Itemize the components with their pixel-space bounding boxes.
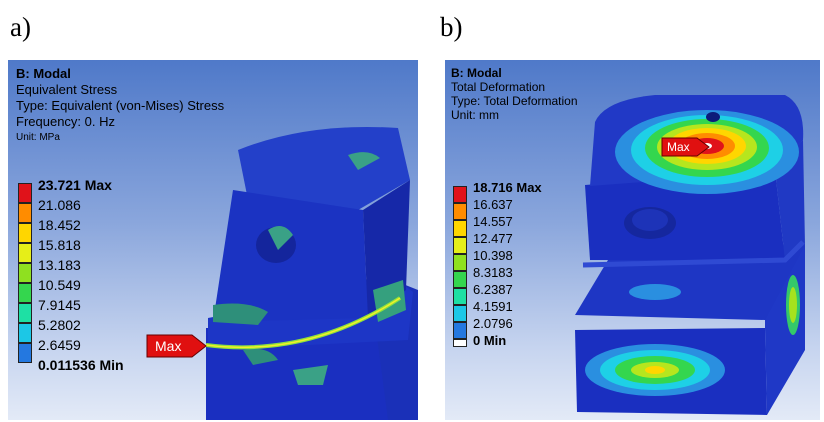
legend-value: 16.637 bbox=[473, 197, 513, 212]
legend-swatch bbox=[18, 183, 32, 203]
viewport-panel-b[interactable]: B: Modal Total Deformation Type: Total D… bbox=[445, 60, 820, 420]
legend-swatch bbox=[18, 303, 32, 323]
legend-swatch bbox=[453, 186, 467, 203]
legend-swatch bbox=[453, 237, 467, 254]
legend-swatch bbox=[18, 263, 32, 283]
viewport-panel-a[interactable]: B: Modal Equivalent Stress Type: Equival… bbox=[8, 60, 418, 420]
legend-value: 15.818 bbox=[38, 237, 81, 253]
max-tag-label: Max bbox=[667, 140, 690, 154]
max-tag-label: Max bbox=[155, 338, 181, 354]
legend-swatch bbox=[453, 203, 467, 220]
legend-swatch bbox=[18, 203, 32, 223]
legend-swatch bbox=[18, 223, 32, 243]
legend-value: 8.3183 bbox=[473, 265, 513, 280]
result-name: Total Deformation bbox=[451, 80, 546, 94]
legend-value: 12.477 bbox=[473, 231, 513, 246]
legend-value: 2.0796 bbox=[473, 316, 513, 331]
analysis-title: B: Modal bbox=[16, 66, 71, 81]
legend-value: 10.398 bbox=[473, 248, 513, 263]
legend-swatch bbox=[453, 322, 467, 339]
result-header-a: B: Modal Equivalent Stress Type: Equival… bbox=[16, 66, 224, 146]
legend-swatch bbox=[18, 343, 32, 363]
legend-swatch bbox=[453, 339, 467, 347]
result-unit: Unit: mm bbox=[451, 108, 499, 122]
figure-label-a: a) bbox=[10, 12, 31, 42]
legend-value: 4.1591 bbox=[473, 299, 513, 314]
legend-value: 10.549 bbox=[38, 277, 81, 293]
legend-value: 5.2802 bbox=[38, 317, 81, 333]
result-header-b: B: Modal Total Deformation Type: Total D… bbox=[451, 66, 578, 122]
max-probe-b[interactable]: Max bbox=[661, 137, 711, 162]
legend-value: 14.557 bbox=[473, 214, 513, 229]
max-probe-a[interactable]: Max bbox=[146, 334, 208, 363]
max-tag-shape: Max bbox=[661, 137, 710, 157]
result-name: Equivalent Stress bbox=[16, 82, 118, 97]
legend-swatch bbox=[453, 220, 467, 237]
result-type: Type: Equivalent (von-Mises) Stress bbox=[16, 98, 225, 113]
analysis-title: B: Modal bbox=[451, 66, 502, 80]
result-frequency: Frequency: 0. Hz bbox=[16, 114, 115, 129]
legend-value-max: 23.721 Max bbox=[38, 177, 112, 193]
stress-model-render bbox=[205, 126, 418, 420]
legend-value: 2.6459 bbox=[38, 337, 81, 353]
legend-swatch bbox=[453, 271, 467, 288]
legend-swatch bbox=[18, 283, 32, 303]
result-unit: Unit: MPa bbox=[16, 132, 60, 143]
legend-swatch bbox=[18, 243, 32, 263]
legend-value-min: 0.011536 Min bbox=[38, 357, 124, 373]
figure-label-b: b) bbox=[440, 12, 463, 42]
legend-swatch bbox=[453, 288, 467, 305]
result-type: Type: Total Deformation bbox=[451, 94, 578, 108]
legend-value-max: 18.716 Max bbox=[473, 180, 542, 195]
legend-value: 7.9145 bbox=[38, 297, 81, 313]
deformation-model-render bbox=[575, 95, 805, 415]
legend-value: 6.2387 bbox=[473, 282, 513, 297]
legend-swatch bbox=[453, 305, 467, 322]
legend-value-min: 0 Min bbox=[473, 333, 507, 348]
max-tag-shape: Max bbox=[146, 334, 207, 358]
legend-swatch bbox=[18, 323, 32, 343]
legend-value: 18.452 bbox=[38, 217, 81, 233]
legend-swatch bbox=[453, 254, 467, 271]
legend-value: 21.086 bbox=[38, 197, 81, 213]
legend-value: 13.183 bbox=[38, 257, 81, 273]
